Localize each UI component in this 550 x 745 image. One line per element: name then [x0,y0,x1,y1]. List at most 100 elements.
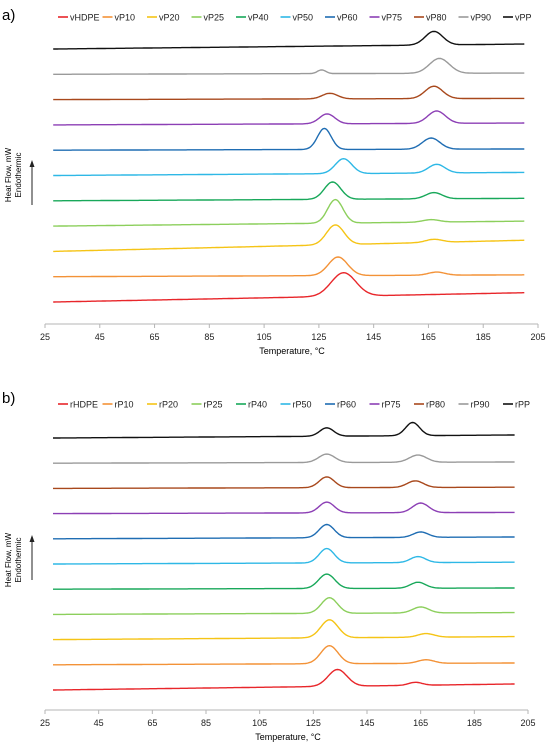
legend-item: rP40 [236,400,267,410]
series-line [53,256,525,278]
series-line [53,272,525,303]
legend-item: vHDPE [58,13,100,23]
legend: vHDPE vP10 vP20 vP25 vP40 vP50 vP60 vP75 vP80 vP9… [58,13,532,23]
x-tick-label: 165 [413,718,428,728]
legend-label: vP60 [337,13,358,23]
series-line [53,57,525,75]
legend-item: vP10 [102,13,136,23]
panel-label: b) [2,390,15,407]
legend-label: rP20 [159,400,178,410]
legend-label: rPP [515,400,530,410]
legend-item: rP90 [458,400,490,410]
endothermic-arrow-icon [29,160,35,205]
x-tick-label: 85 [201,718,211,728]
legend-item: rP75 [369,400,401,410]
x-tick-label: 105 [252,718,267,728]
legend-item: rP20 [147,400,178,410]
x-tick-label: 185 [467,718,482,728]
legend-label: rP10 [115,400,134,410]
x-tick-label: 145 [366,332,381,342]
x-tick-label: 45 [95,332,105,342]
series-line [53,453,515,464]
legend-label: rP50 [293,400,312,410]
x-tick-label: 205 [530,332,545,342]
y-axis-label-group: Heat Flow, mW Endothermic [4,147,23,202]
y-axis-label-sub: Endothermic [14,538,23,583]
series-line [53,523,515,540]
panel-b: b) rHDPE rP10 rP20 rP25 rP40 rP50 rP60 rP75 rP80… [2,390,536,742]
series-line [53,30,525,50]
legend-item: vP50 [280,13,313,23]
x-tick-label: 25 [40,332,50,342]
x-tick-label: 65 [150,332,160,342]
x-tick-label: 185 [476,332,491,342]
legend-label: rP80 [426,400,445,410]
panel-label: a) [2,7,15,24]
y-axis-label: Heat Flow, mW [4,532,13,587]
series-line [53,573,515,590]
legend-label: vP40 [248,13,269,23]
legend-label: vHDPE [70,13,100,23]
y-axis-label-group: Heat Flow, mW Endothermic [4,532,23,587]
series-line [53,668,515,691]
series-line [53,645,515,666]
series-line [53,85,525,101]
panel-a: a) vHDPE vP10 vP20 vP25 vP40 vP50 vP60 vP75 vP80… [2,7,546,356]
legend-item: rP60 [325,400,356,410]
series-line [53,198,525,227]
x-axis-ticks: 25 45 65 85 105 125 145 165 185 205 [40,324,546,342]
legend-item: rP25 [191,400,223,410]
x-tick-label: 165 [421,332,436,342]
plot-area [53,30,525,303]
series-line [53,597,515,616]
legend-item: vP25 [191,13,225,23]
legend-label: vP10 [115,13,136,23]
plot-area [53,421,515,691]
legend-item: rHDPE [58,400,98,410]
series-line [53,181,525,202]
legend-label: rP75 [382,400,401,410]
legend-item: vP40 [236,13,269,23]
legend-item: vP90 [458,13,492,23]
x-tick-label: 65 [147,718,157,728]
legend-label: vPP [515,13,532,23]
series-line [53,110,525,126]
legend-label: vP20 [159,13,180,23]
legend-item: rP50 [280,400,312,410]
series-line [53,547,515,565]
x-tick-label: 125 [311,332,326,342]
endothermic-arrow-icon [29,535,35,580]
legend-label: vP80 [426,13,447,23]
series-line [53,501,515,515]
legend-item: rP10 [102,400,134,410]
legend-label: vP90 [471,13,492,23]
x-tick-label: 145 [359,718,374,728]
legend-item: rPP [503,400,530,410]
legend-label: rP90 [471,400,490,410]
series-line [53,224,525,253]
x-axis-label: Temperature, °C [255,732,321,742]
x-axis-label: Temperature, °C [259,346,325,356]
legend-item: vP75 [369,13,402,23]
legend-item: vP20 [147,13,180,23]
x-tick-label: 85 [204,332,214,342]
x-tick-label: 125 [306,718,321,728]
legend-item: vPP [503,13,532,23]
y-axis-label-sub: Endothermic [14,153,23,198]
legend-item: vP60 [325,13,358,23]
x-axis-ticks: 25 45 65 85 105 125 145 165 185 205 [40,710,536,728]
series-line [53,421,515,439]
legend-label: vP25 [204,13,225,23]
series-line [53,619,515,641]
legend-label: rP60 [337,400,356,410]
legend-label: rHDPE [70,400,98,410]
x-tick-label: 105 [257,332,272,342]
series-line [53,127,525,151]
x-tick-label: 205 [520,718,535,728]
legend: rHDPE rP10 rP20 rP25 rP40 rP50 rP60 rP75 rP80 rP9… [58,400,530,410]
y-axis-label: Heat Flow, mW [4,147,13,202]
x-tick-label: 25 [40,718,50,728]
legend-item: vP80 [414,13,447,23]
series-line [53,476,515,490]
